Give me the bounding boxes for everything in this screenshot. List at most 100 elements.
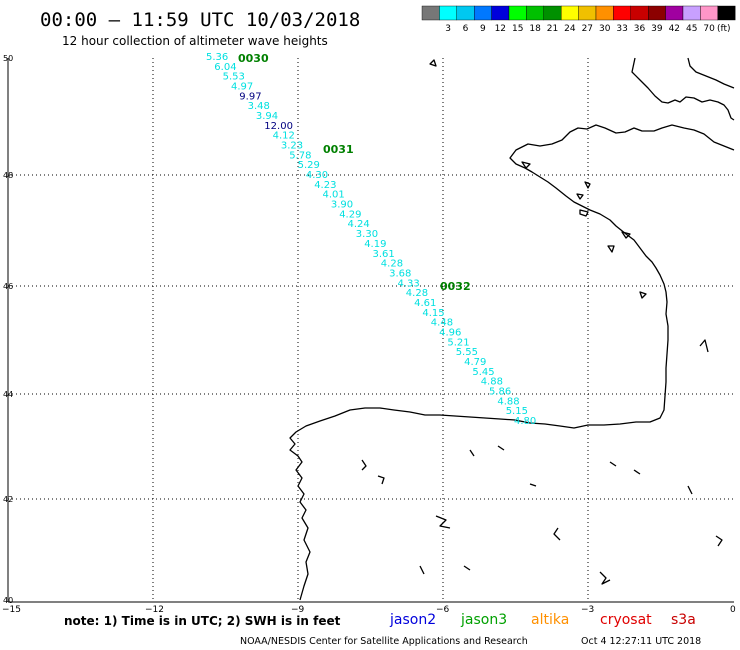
map-title: 00:00 – 11:59 UTC 10/03/2018 bbox=[40, 9, 360, 31]
legend-label: 24 bbox=[564, 24, 576, 34]
satellite-name: jason3 bbox=[460, 612, 507, 628]
legend-swatch bbox=[700, 5, 719, 21]
legend-swatch bbox=[543, 5, 562, 21]
lake bbox=[599, 571, 611, 585]
island bbox=[584, 181, 591, 189]
track-time-label: 0032 bbox=[440, 280, 471, 293]
legend-swatch bbox=[578, 5, 597, 21]
legend-label: 9 bbox=[480, 24, 486, 34]
wave-height-label: 5.78 bbox=[289, 150, 311, 161]
wave-height-label: 5.15 bbox=[506, 406, 528, 417]
island bbox=[621, 231, 631, 239]
wave-height-label: 5.21 bbox=[447, 337, 469, 348]
wave-height-label: 3.61 bbox=[373, 249, 395, 260]
legend-label: 45 bbox=[686, 24, 697, 34]
generated-timestamp: Oct 4 12:27:11 UTC 2018 bbox=[581, 636, 701, 647]
lake bbox=[609, 461, 617, 467]
legend-swatch bbox=[561, 5, 579, 21]
legend-swatch bbox=[613, 5, 632, 21]
wave-height-label: 12.00 bbox=[264, 121, 293, 132]
wave-height-label: 3.94 bbox=[256, 111, 278, 122]
lake bbox=[497, 445, 505, 451]
island bbox=[639, 291, 647, 299]
wave-height-label: 3.30 bbox=[356, 229, 378, 240]
legend-swatch bbox=[717, 5, 736, 21]
altimeter-track: 5.366.045.534.979.973.483.9412.004.123.2… bbox=[206, 52, 536, 427]
legend-swatch bbox=[665, 5, 684, 21]
legend-label: 39 bbox=[651, 24, 663, 34]
wave-height-label: 4.88 bbox=[481, 377, 503, 388]
legend-swatch bbox=[456, 5, 475, 21]
legend-unit: (ft) bbox=[717, 24, 731, 34]
track-time-label: 0030 bbox=[238, 52, 269, 65]
coastline-france bbox=[289, 124, 735, 601]
color-scale-legend: 3 6 9 12 15 18 21 24 27 30 33 36 39 42 45 70 bbox=[421, 5, 736, 34]
coastline bbox=[289, 57, 735, 601]
legend-swatch bbox=[630, 5, 649, 21]
legend-label: 18 bbox=[529, 24, 541, 34]
legend-swatch bbox=[491, 5, 510, 21]
wave-height-label: 4.61 bbox=[414, 298, 436, 309]
wave-height-label: 5.86 bbox=[489, 387, 511, 398]
wave-height-label: 3.90 bbox=[331, 200, 353, 211]
track-time-labels: 0030 0031 0032 bbox=[238, 52, 471, 293]
island bbox=[579, 209, 589, 217]
wave-height-label: 4.15 bbox=[422, 308, 444, 319]
lake bbox=[715, 535, 723, 547]
wave-height-label: 6.04 bbox=[214, 62, 236, 73]
lat-label: 46 bbox=[3, 282, 13, 291]
lake bbox=[633, 469, 641, 475]
lake bbox=[553, 527, 561, 541]
legend-swatch bbox=[508, 5, 527, 21]
wave-height-label: 4.88 bbox=[497, 396, 519, 407]
legend-swatch bbox=[474, 5, 492, 21]
lon-label: −15 bbox=[2, 605, 21, 615]
island bbox=[576, 193, 584, 200]
lake bbox=[435, 515, 451, 529]
wave-height-label: 4.48 bbox=[431, 318, 453, 329]
legend-label: 6 bbox=[463, 24, 469, 34]
legend-label: 3 bbox=[445, 24, 451, 34]
legend-label: 15 bbox=[512, 24, 523, 34]
wave-height-label: 4.29 bbox=[339, 209, 361, 220]
legend-label: 27 bbox=[582, 24, 593, 34]
wave-height-label: 4.28 bbox=[381, 259, 403, 270]
lon-label: 0 bbox=[730, 605, 736, 615]
legend-label: 36 bbox=[634, 24, 646, 34]
legend-swatch bbox=[526, 5, 545, 21]
graticule bbox=[8, 58, 734, 602]
island bbox=[429, 59, 437, 67]
wave-height-label: 4.30 bbox=[306, 170, 328, 181]
map-subtitle: 12 hour collection of altimeter wave hei… bbox=[62, 34, 328, 48]
credit-line: NOAA/NESDIS Center for Satellite Applica… bbox=[240, 636, 528, 647]
wave-height-label: 4.33 bbox=[398, 278, 420, 289]
coastline-england-north bbox=[687, 57, 735, 89]
island bbox=[521, 161, 531, 169]
lat-label: 42 bbox=[3, 495, 13, 504]
wave-height-label: 4.12 bbox=[273, 131, 295, 142]
lake bbox=[687, 485, 693, 495]
satellite-name: jason2 bbox=[389, 612, 436, 628]
lake bbox=[463, 565, 471, 571]
legend-label: 30 bbox=[599, 24, 611, 34]
wave-height-label: 5.45 bbox=[472, 367, 494, 378]
map-frame bbox=[7, 58, 734, 603]
legend-swatch bbox=[439, 5, 457, 21]
footnote: note: 1) Time is in UTC; 2) SWH is in fe… bbox=[64, 614, 341, 628]
lon-label: −6 bbox=[436, 605, 450, 615]
lake bbox=[529, 483, 537, 487]
lon-label: −9 bbox=[291, 605, 305, 615]
legend-label: 42 bbox=[669, 24, 680, 34]
wave-height-label: 4.19 bbox=[364, 239, 386, 250]
legend-swatch bbox=[421, 5, 440, 21]
lon-label: −12 bbox=[145, 605, 164, 615]
track-time-label: 0031 bbox=[323, 143, 354, 156]
lon-label: −3 bbox=[581, 605, 594, 615]
wave-height-label: 9.97 bbox=[239, 91, 261, 102]
wave-height-label: 3.48 bbox=[248, 101, 270, 112]
wave-height-label: 4.28 bbox=[406, 288, 428, 299]
legend-label: 21 bbox=[547, 24, 558, 34]
lake bbox=[419, 565, 425, 575]
wave-height-label: 4.01 bbox=[323, 190, 345, 201]
